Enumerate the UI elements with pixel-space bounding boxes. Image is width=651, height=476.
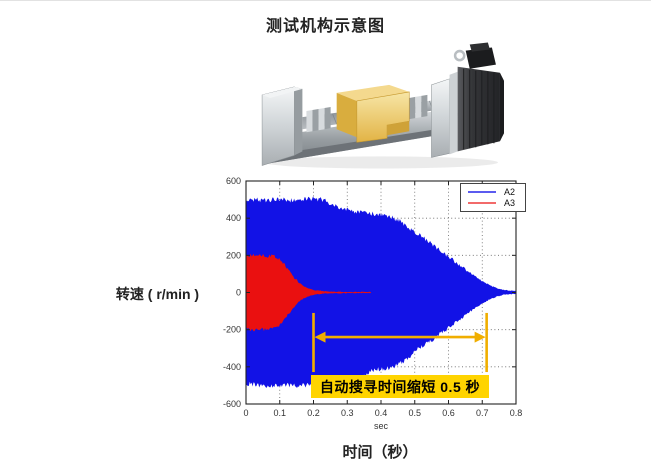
y-tick-label: 0 <box>236 288 241 298</box>
x-tick-label: 0.3 <box>341 408 354 418</box>
x-tick-label: 0.7 <box>476 408 489 418</box>
x-tick-label: 0.2 <box>307 408 320 418</box>
legend-entry: A2 <box>465 186 521 197</box>
arrowhead-left <box>314 331 326 343</box>
x-axis-label: 时间（秒） <box>342 444 418 461</box>
speed-time-chart: 0 0.1 0.2 0.3 0.4 0.5 0.6 0.7 0.8 -600 -400 -200 0 20… <box>223 176 523 431</box>
machine-illustration <box>261 42 504 169</box>
y-tick-label: -600 <box>223 399 241 409</box>
machine-carriage-block <box>336 84 410 143</box>
x-tick-label: 0.5 <box>408 408 421 418</box>
x-tick-label: 0.4 <box>375 408 388 418</box>
legend-label: A2 <box>504 186 516 197</box>
legend-line-A3 <box>468 202 496 205</box>
y-tick-label: 400 <box>226 213 241 223</box>
page-title: 测试机构示意图 <box>265 18 385 35</box>
y-tick-label: 200 <box>226 250 241 260</box>
y-tick-label: 600 <box>226 176 241 186</box>
x-tick-label: 0.1 <box>273 408 286 418</box>
y-tick-label: -400 <box>223 362 241 372</box>
machine-servo-motor <box>453 42 504 152</box>
legend-label: A3 <box>504 198 516 209</box>
x-tick-label: 0.6 <box>442 408 455 418</box>
machine-motor-housing-plate <box>431 71 458 158</box>
series-A3 <box>246 253 371 332</box>
motor-lifting-eyelet <box>453 49 466 62</box>
machine-shadow <box>264 156 498 169</box>
x-tick-label: 0 <box>243 408 248 418</box>
machine-left-end-plate <box>261 86 303 166</box>
motor-connector-box <box>465 47 496 69</box>
arrowhead-right <box>474 331 486 343</box>
annotation-label: 自动搜寻时间缩短 0.5 秒 <box>311 375 489 398</box>
x-unit-label: sec <box>374 421 389 431</box>
legend-line-A2 <box>468 190 496 193</box>
x-tick-label: 0.8 <box>510 408 523 418</box>
y-tick-label: -200 <box>223 325 241 335</box>
chart-legend: A2 A3 <box>460 183 526 212</box>
y-axis-label: 转速 ( r/min ) <box>115 286 200 302</box>
legend-entry: A3 <box>465 198 521 209</box>
